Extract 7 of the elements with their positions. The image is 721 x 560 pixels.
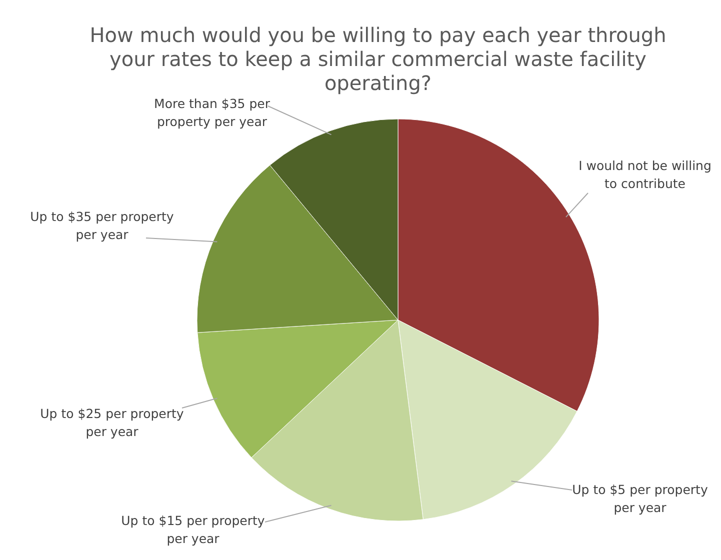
slice-label: I would not be willing to contribute — [578, 158, 712, 191]
slice-label: More than $35 per property per year — [154, 96, 271, 129]
slice-label: Up to $35 per property per year — [30, 209, 174, 242]
chart-title: How much would you be willing to pay each year through your rates to keep a similar commercial waste facility operating? — [90, 23, 666, 95]
slice-label: Up to $15 per property per year — [121, 513, 266, 546]
slice-label: Up to $5 per property per year — [572, 482, 708, 515]
slice-label: Up to $25 per property per year — [40, 406, 184, 439]
